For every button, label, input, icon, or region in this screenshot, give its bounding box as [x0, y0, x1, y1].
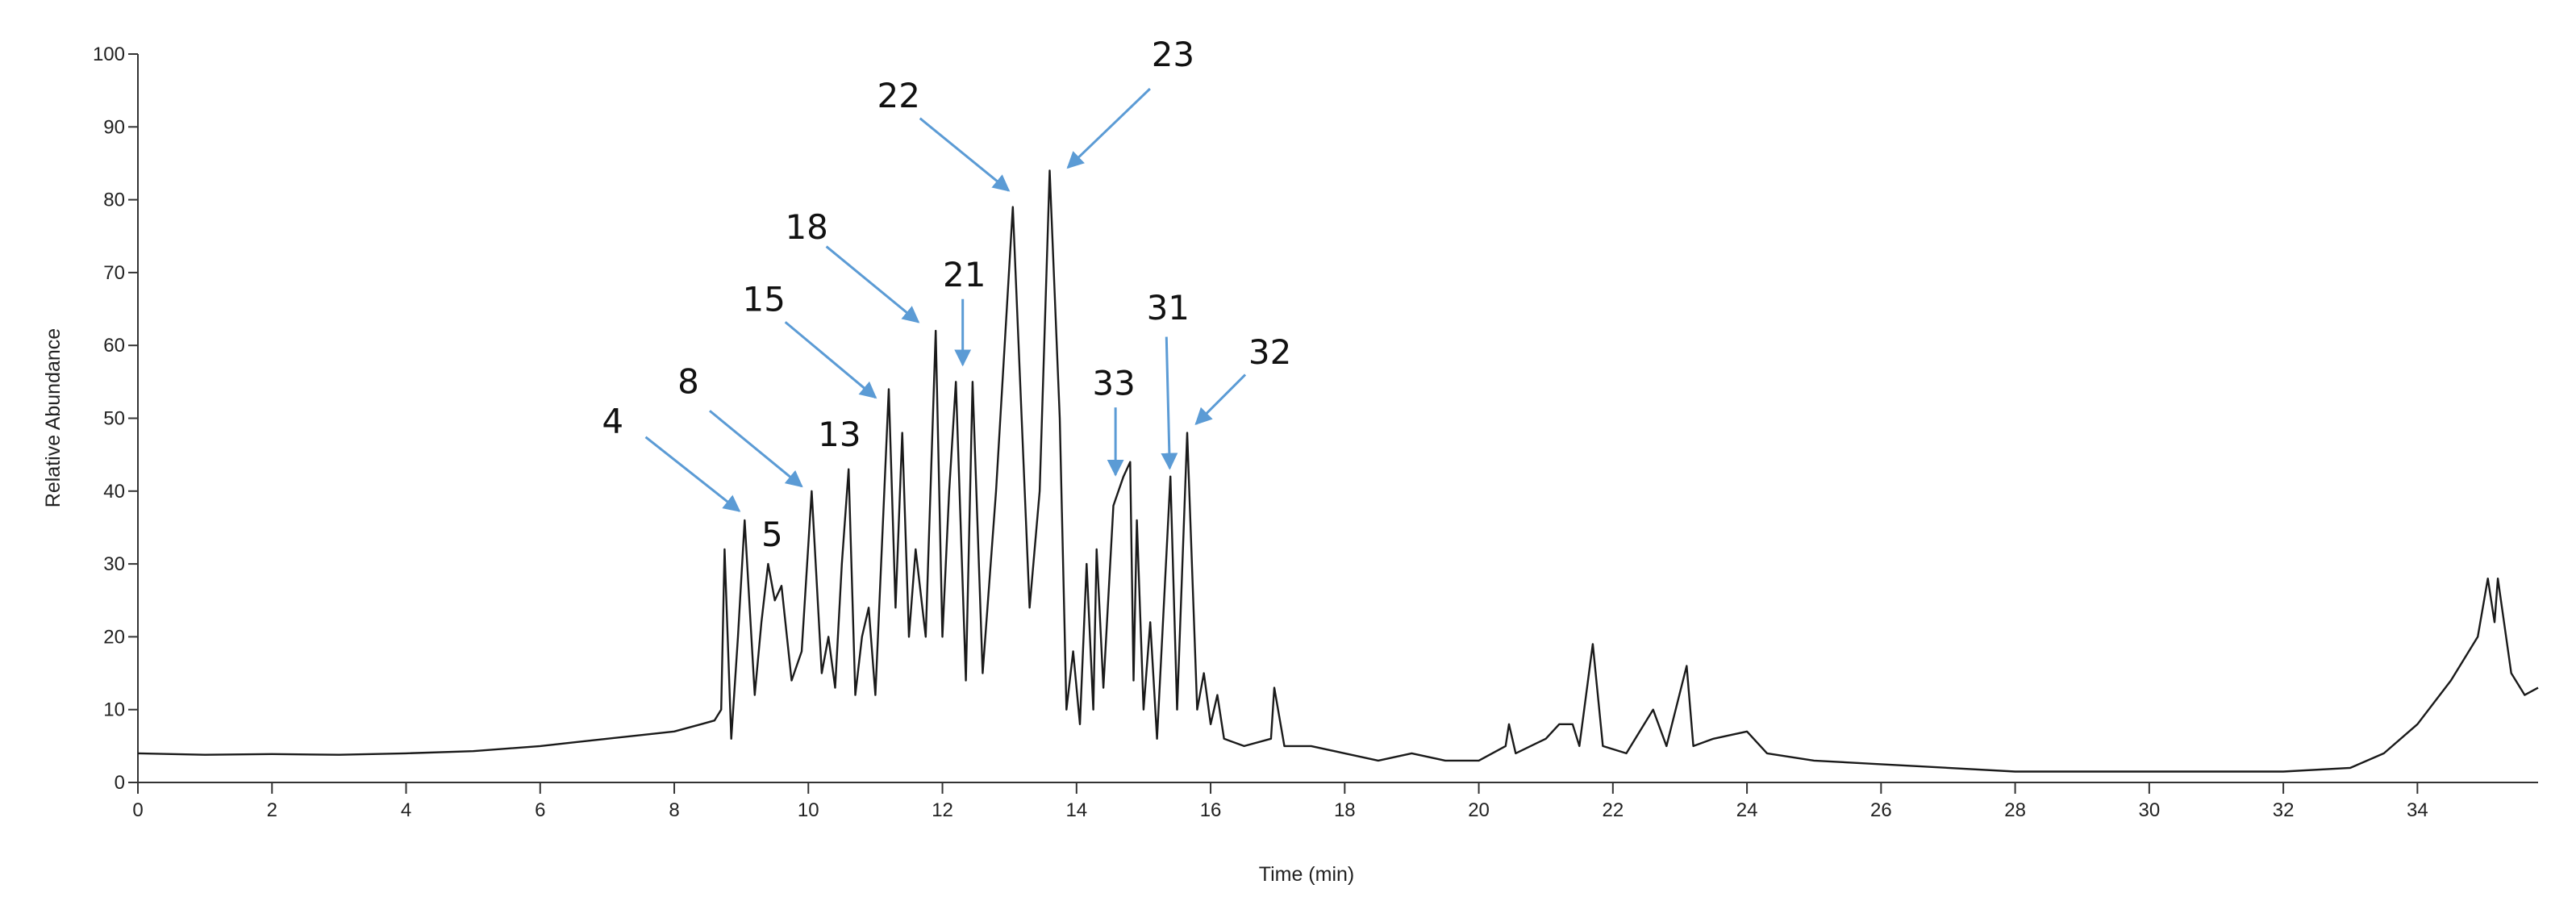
x-tick-label: 10 — [798, 799, 819, 821]
annotation-label: 33 — [1092, 364, 1135, 403]
y-tick-label: 70 — [103, 262, 125, 284]
y-tick-label: 40 — [103, 481, 125, 503]
x-tick-label: 22 — [1602, 799, 1624, 821]
annotation-arrow — [644, 436, 741, 512]
x-tick-label: 18 — [1334, 799, 1356, 821]
annotation-label: 21 — [943, 255, 986, 294]
annotation-label: 15 — [742, 280, 785, 319]
annotation-arrow — [1066, 87, 1151, 169]
y-tick-label: 20 — [103, 626, 125, 648]
trace — [137, 169, 2539, 773]
x-tick-label: 28 — [2004, 799, 2026, 821]
annotation-label: 22 — [877, 76, 920, 115]
x-tick-label: 8 — [669, 799, 679, 821]
annotation-arrow — [919, 117, 1011, 192]
y-axis-label: Relative Abundance — [42, 328, 65, 507]
annotation-label: 23 — [1152, 35, 1194, 74]
x-tick-label: 20 — [1468, 799, 1490, 821]
annotation-label: 4 — [602, 401, 623, 440]
annotation-arrow — [1161, 336, 1178, 470]
x-axis-label: Time (min) — [1259, 863, 1355, 886]
annotation-label: 32 — [1248, 332, 1291, 372]
annotation-label: 8 — [677, 362, 699, 402]
x-tick-label: 6 — [535, 799, 545, 821]
y-tick-label: 100 — [93, 44, 125, 65]
x-tick-label: 32 — [2273, 799, 2295, 821]
annotation-label: 13 — [818, 415, 861, 454]
y-tick-label: 90 — [103, 116, 125, 138]
x-tick-label: 2 — [267, 799, 277, 821]
annotation-label: 5 — [761, 515, 783, 554]
annotation-label: 18 — [785, 207, 827, 247]
x-tick-label: 0 — [132, 799, 143, 821]
y-tick-label: 0 — [115, 772, 125, 794]
x-tick-label: 26 — [1870, 799, 1892, 821]
annotation-arrow — [784, 321, 877, 399]
y-tick-label: 80 — [103, 190, 125, 211]
x-tick-label: 16 — [1200, 799, 1222, 821]
annotation-arrow — [825, 245, 920, 323]
y-tick-label: 10 — [103, 699, 125, 721]
annotation-arrow — [1194, 373, 1247, 426]
x-tick-label: 34 — [2407, 799, 2428, 821]
x-tick-label: 30 — [2139, 799, 2161, 821]
x-tick-label: 24 — [1736, 799, 1758, 821]
annotation-label: 31 — [1147, 288, 1190, 328]
x-tick-label: 4 — [401, 799, 411, 821]
x-tick-label: 14 — [1065, 799, 1087, 821]
y-tick-label: 50 — [103, 408, 125, 430]
x-tick-label: 12 — [932, 799, 953, 821]
y-tick-label: 60 — [103, 335, 125, 357]
annotation-arrow — [709, 410, 803, 488]
y-tick-label: 30 — [103, 553, 125, 575]
